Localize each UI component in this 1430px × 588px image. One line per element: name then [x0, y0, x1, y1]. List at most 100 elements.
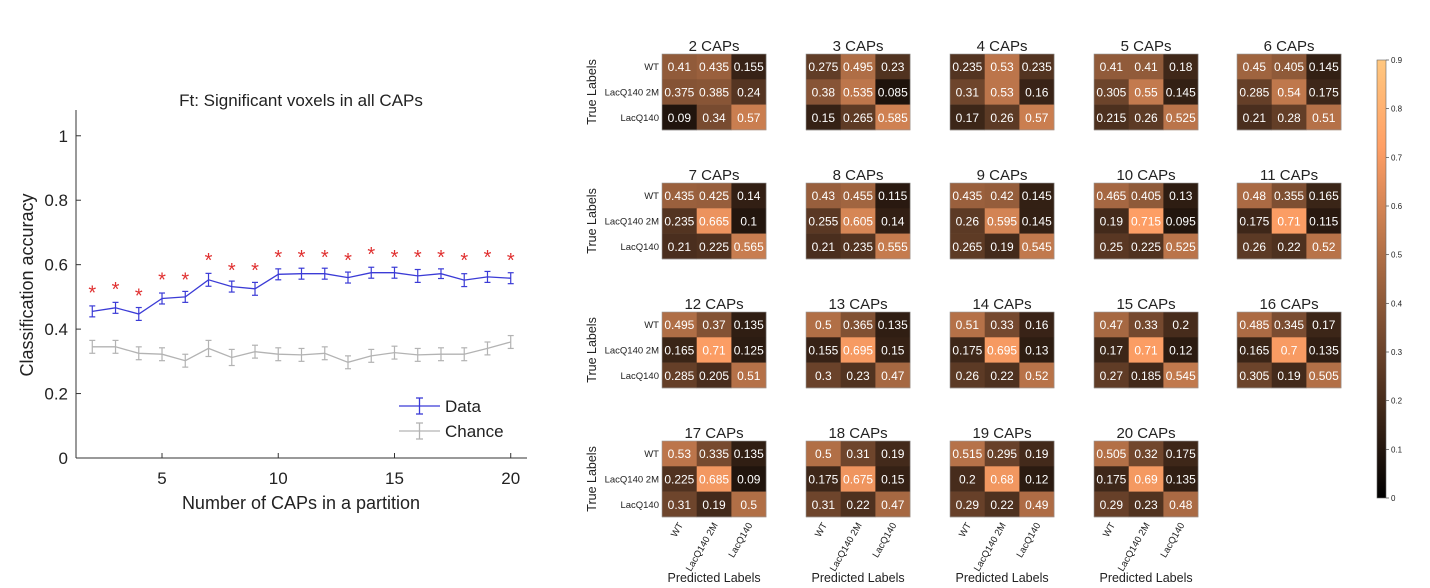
significance-asterisk: *: [158, 270, 166, 292]
matrix-cell: [950, 54, 985, 80]
error-bar-chance: [112, 339, 119, 354]
matrix-cell: [984, 104, 1020, 131]
matrix-cell: [1237, 79, 1272, 105]
row-label: LacQ140 2M: [605, 474, 659, 485]
matrix-cell-value: 0.51: [1312, 111, 1336, 125]
matrix-cell-value: 0.51: [956, 318, 980, 332]
matrix-cell-value: 0.25: [1100, 240, 1124, 254]
error-bar-chance: [159, 347, 166, 362]
colorbar-tick-label: 0.4: [1391, 299, 1403, 308]
matrix-cell-value: 0.71: [1134, 343, 1158, 357]
y-axis-label: True Labels: [585, 188, 599, 254]
matrix-cell: [1019, 466, 1055, 492]
matrix-cell-value: 0.305: [1239, 369, 1269, 383]
matrix-frame: [805, 311, 911, 389]
matrix-title: 4 CAPs: [977, 38, 1028, 55]
matrix-cell-value: 0.19: [1277, 369, 1301, 383]
error-bar-data: [414, 268, 421, 283]
matrix-cell: [1128, 79, 1164, 105]
matrix-cell-value: 0.48: [1243, 189, 1267, 203]
matrix-cell-value: 0.115: [1309, 214, 1338, 228]
matrix-cell-value: 0.595: [987, 214, 1017, 228]
matrix-cell-value: 0.585: [878, 111, 908, 125]
matrix-cell: [1271, 233, 1307, 260]
matrix-cell-value: 0.71: [1277, 214, 1301, 228]
matrix-cell-value: 0.27: [1100, 369, 1124, 383]
matrix-cell-value: 0.13: [1169, 189, 1193, 203]
error-bar-chance: [321, 346, 328, 361]
matrix-title: 16 CAPs: [1259, 296, 1318, 313]
significance-asterisk: *: [112, 279, 120, 301]
colorbar-tick-label: 0.1: [1391, 445, 1403, 454]
matrix-cell: [840, 54, 876, 80]
legend-chance-label: Chance: [445, 422, 504, 441]
matrix-cell: [875, 466, 911, 492]
row-label: WT: [644, 320, 659, 331]
matrix-cell-value: 0.715: [1131, 214, 1161, 228]
matrix-cell: [840, 466, 876, 492]
colorbar-tick-label: 0.9: [1391, 56, 1403, 65]
matrix-cell: [1271, 312, 1307, 338]
matrix-cell: [662, 79, 697, 105]
error-bar-data: [507, 272, 514, 285]
error-bar-chance: [437, 347, 444, 362]
matrix-cell-value: 0.28: [1277, 111, 1301, 125]
error-bar-data: [321, 267, 328, 280]
y-tick-label: 0.8: [44, 191, 68, 210]
confusion-matrix: 9 CAPs 0.435 0.42 0.145 0.26 0.595 0.145 0.265 0…: [949, 167, 1055, 260]
matrix-cell-value: 0.37: [702, 318, 726, 332]
matrix-cell: [950, 466, 985, 492]
matrix-cell-value: 0.095: [1166, 214, 1196, 228]
matrix-cell: [696, 466, 732, 492]
matrix-cell: [1019, 441, 1055, 467]
confusion-matrix: 4 CAPs 0.235 0.53 0.235 0.31 0.53 0.16 0.17 0.26…: [949, 38, 1055, 131]
x-axis-label: Predicted Labels: [1099, 571, 1192, 585]
matrix-cell-value: 0.19: [1025, 447, 1049, 461]
matrix-cell: [1019, 183, 1055, 209]
matrix-cell: [696, 54, 732, 80]
matrix-cell-value: 0.495: [843, 60, 873, 74]
row-label: LacQ140: [620, 113, 659, 124]
significance-asterisk: *: [228, 260, 236, 282]
matrix-cell-value: 0.41: [1134, 60, 1158, 74]
matrix-cell-value: 0.135: [734, 447, 764, 461]
matrix-cell-value: 0.685: [699, 472, 729, 486]
confusion-matrix: 6 CAPs 0.45 0.405 0.145 0.285 0.54 0.175 0.21 0.…: [1236, 38, 1342, 131]
matrix-frame: [1093, 311, 1199, 389]
matrix-cell-value: 0.335: [699, 447, 729, 461]
colorbar-tick-label: 0.5: [1391, 251, 1403, 260]
matrix-cell: [1094, 337, 1129, 363]
matrix-frame: [1236, 53, 1342, 131]
matrix-cell-value: 0.5: [740, 498, 757, 512]
matrix-cell-value: 0.1: [740, 214, 757, 228]
matrix-cell: [806, 362, 841, 389]
x-axis-label: Predicted Labels: [811, 571, 904, 585]
matrix-cell-value: 0.48: [1169, 498, 1193, 512]
matrix-cell-value: 0.09: [668, 111, 692, 125]
matrix-cell: [875, 312, 911, 338]
matrix-cell: [984, 362, 1020, 389]
matrix-cell: [950, 312, 985, 338]
matrix-cell-value: 0.47: [881, 369, 905, 383]
matrix-cell-value: 0.5: [815, 447, 832, 461]
matrix-cell: [731, 54, 767, 80]
matrix-cell-value: 0.255: [808, 214, 838, 228]
matrix-cell-value: 0.21: [812, 240, 836, 254]
matrix-title: 6 CAPs: [1264, 38, 1315, 55]
matrix-frame: [1236, 182, 1342, 260]
row-label: LacQ140 2M: [605, 87, 659, 98]
matrix-cell: [1163, 79, 1199, 105]
matrix-cell: [1019, 233, 1055, 260]
confusion-matrix-grid: 2 CAPs 0.41 0.435 0.155 0.375 0.385 0.24 0.09 0.…: [585, 38, 1342, 585]
matrix-cell: [1094, 441, 1129, 467]
matrix-title: 11 CAPs: [1260, 167, 1318, 184]
matrix-cell: [1237, 104, 1272, 131]
x-tick-label: 10: [269, 469, 288, 488]
matrix-cell-value: 0.455: [843, 189, 873, 203]
matrix-cell-value: 0.115: [878, 189, 907, 203]
matrix-cell: [875, 79, 911, 105]
error-bar-chance: [135, 346, 142, 361]
matrix-cell-value: 0.33: [990, 318, 1014, 332]
colorbar-tick-label: 0.6: [1391, 202, 1403, 211]
matrix-cell-value: 0.22: [990, 369, 1014, 383]
